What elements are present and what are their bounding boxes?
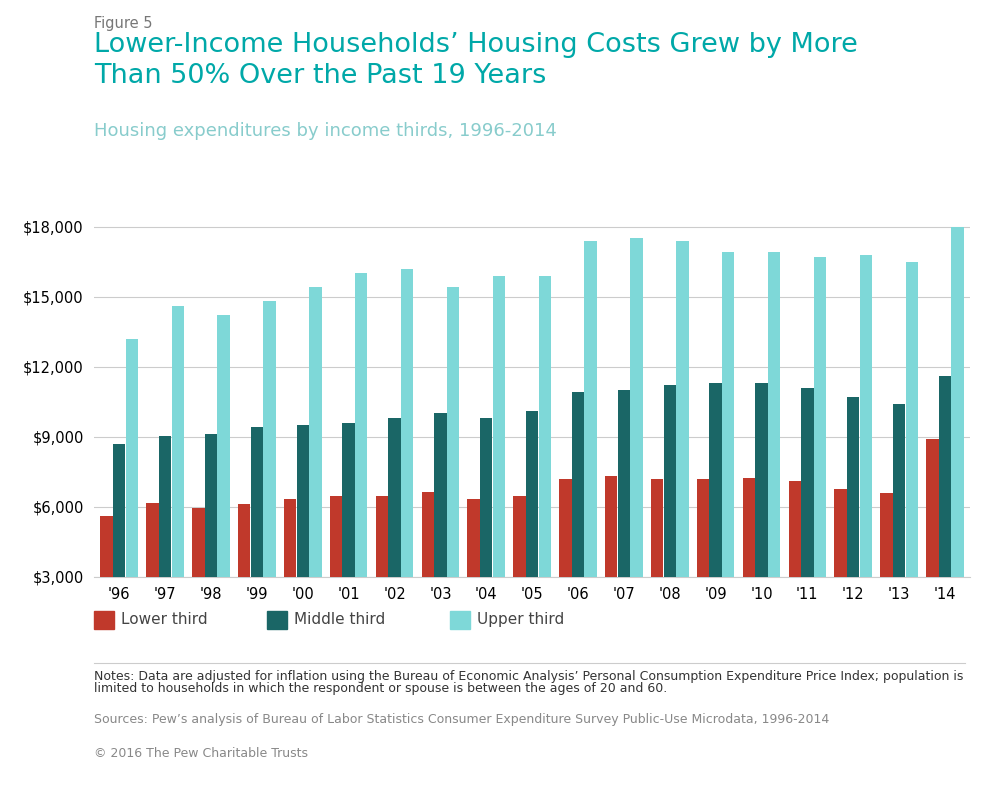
Bar <box>147 503 158 646</box>
Bar <box>880 493 893 646</box>
Bar <box>755 383 767 646</box>
Bar <box>768 252 780 646</box>
Bar <box>605 477 618 646</box>
Text: Sources: Pew’s analysis of Bureau of Labor Statistics Consumer Expenditure Surve: Sources: Pew’s analysis of Bureau of Lab… <box>94 713 830 726</box>
Bar <box>584 240 597 646</box>
Bar <box>814 257 827 646</box>
Bar <box>192 508 205 646</box>
Bar <box>493 276 505 646</box>
Text: limited to households in which the respondent or spouse is between the ages of 2: limited to households in which the respo… <box>94 682 667 695</box>
Bar <box>284 498 296 646</box>
Text: Lower third: Lower third <box>121 613 208 627</box>
Bar <box>435 413 446 646</box>
Bar <box>835 489 846 646</box>
Bar <box>572 392 584 646</box>
Bar <box>467 498 480 646</box>
Bar <box>446 288 459 646</box>
Bar <box>847 397 859 646</box>
Bar <box>789 481 801 646</box>
Bar <box>859 255 872 646</box>
Bar <box>355 273 367 646</box>
Bar <box>126 339 138 646</box>
Bar <box>159 436 171 646</box>
Bar <box>951 227 964 646</box>
Bar <box>330 496 343 646</box>
Bar <box>663 385 676 646</box>
Bar <box>526 411 539 646</box>
Bar <box>927 439 939 646</box>
Bar <box>238 505 250 646</box>
Bar <box>906 262 918 646</box>
Bar <box>205 434 217 646</box>
Bar <box>218 316 230 646</box>
Bar <box>893 404 905 646</box>
Bar <box>309 288 322 646</box>
Bar <box>113 444 126 646</box>
Bar <box>559 479 571 646</box>
Bar <box>263 301 275 646</box>
Text: Middle third: Middle third <box>294 613 385 627</box>
Text: Notes: Data are adjusted for inflation using the Bureau of Economic Analysis’ Pe: Notes: Data are adjusted for inflation u… <box>94 670 963 683</box>
Text: Upper third: Upper third <box>477 613 564 627</box>
Bar <box>422 492 434 646</box>
Bar <box>539 276 550 646</box>
Text: Housing expenditures by income thirds, 1996-2014: Housing expenditures by income thirds, 1… <box>94 122 557 139</box>
Bar <box>939 376 951 646</box>
Bar <box>651 479 663 646</box>
Bar <box>514 496 526 646</box>
Bar <box>676 240 689 646</box>
Text: Figure 5: Figure 5 <box>94 16 152 31</box>
Bar <box>250 428 263 646</box>
Bar <box>375 496 388 646</box>
Bar <box>618 390 630 646</box>
Bar <box>343 423 354 646</box>
Text: Lower-Income Households’ Housing Costs Grew by More
Than 50% Over the Past 19 Ye: Lower-Income Households’ Housing Costs G… <box>94 32 858 89</box>
Bar <box>722 252 735 646</box>
Bar <box>631 238 643 646</box>
Bar <box>801 388 814 646</box>
Bar <box>697 479 709 646</box>
Bar <box>297 425 309 646</box>
Bar <box>171 306 184 646</box>
Bar <box>742 477 755 646</box>
Bar <box>710 383 722 646</box>
Bar <box>388 418 401 646</box>
Bar <box>480 418 492 646</box>
Bar <box>100 516 113 646</box>
Bar <box>401 268 413 646</box>
Text: © 2016 The Pew Charitable Trusts: © 2016 The Pew Charitable Trusts <box>94 747 308 759</box>
